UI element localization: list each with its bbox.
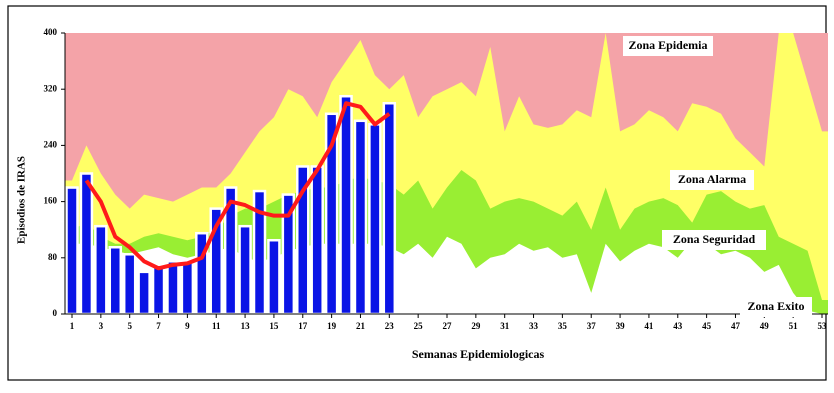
- x-tick-label: 5: [127, 321, 132, 331]
- annotation-box: [670, 170, 754, 190]
- x-tick-label: 29: [471, 321, 481, 331]
- bar: [238, 224, 252, 316]
- zone-label: Zona Alarma: [678, 172, 746, 186]
- bar: [94, 224, 108, 316]
- annotation-box: [740, 297, 812, 317]
- x-tick-label: 43: [673, 321, 683, 331]
- bar: [339, 94, 353, 316]
- x-tick-label: 27: [443, 321, 453, 331]
- x-axis-label: Semanas Epidemiologicas: [412, 347, 545, 361]
- bar: [65, 186, 79, 316]
- x-tick-label: 7: [156, 321, 161, 331]
- x-tick-label: 25: [414, 321, 424, 331]
- y-tick-label: 320: [44, 83, 58, 93]
- x-tick-label: 13: [241, 321, 251, 331]
- x-tick-label: 33: [529, 321, 539, 331]
- bar: [353, 119, 368, 316]
- bar: [382, 102, 397, 316]
- y-tick-label: 400: [44, 27, 58, 37]
- y-tick-label: 240: [44, 139, 58, 149]
- bar: [108, 246, 123, 316]
- x-tick-label: 39: [616, 321, 626, 331]
- annotation-box: [623, 36, 713, 56]
- x-tick-label: 1: [70, 321, 75, 331]
- x-tick-label: 9: [185, 321, 190, 331]
- x-tick-label: 51: [789, 321, 799, 331]
- x-tick-label: 3: [99, 321, 104, 331]
- y-tick-label: 160: [44, 196, 58, 206]
- zone-label: Zona Exito: [747, 299, 804, 313]
- bar: [79, 172, 94, 316]
- moving-average-line: [84, 101, 391, 271]
- x-tick-label: 31: [500, 321, 510, 331]
- bar: [310, 165, 324, 316]
- x-tick-label: 15: [269, 321, 279, 331]
- zone-label: Zona Epidemia: [628, 38, 707, 52]
- bar: [180, 260, 195, 316]
- y-tick-label: 0: [53, 308, 58, 318]
- x-tick-label: 17: [298, 321, 308, 331]
- bar: [122, 253, 137, 316]
- bar: [137, 270, 151, 316]
- x-tick-label: 19: [327, 321, 337, 331]
- annotation-box: [662, 230, 766, 250]
- bar: [368, 123, 382, 316]
- zone-label: Zona Seguridad: [673, 232, 756, 246]
- x-tick-label: 41: [644, 321, 654, 331]
- x-tick-label: 11: [212, 321, 221, 331]
- y-tick-label: 80: [48, 252, 58, 262]
- x-tick-label: 53: [818, 321, 828, 331]
- bar: [151, 263, 166, 316]
- x-tick-label: 47: [731, 321, 741, 331]
- x-tick-label: 49: [760, 321, 770, 331]
- x-tick-label: 23: [385, 321, 395, 331]
- x-tick-label: 45: [702, 321, 712, 331]
- x-tick-label: 37: [587, 321, 597, 331]
- x-tick-label: 21: [356, 321, 366, 331]
- x-tick-label: 35: [558, 321, 568, 331]
- y-axis-label: Episodios de IRAS: [16, 156, 28, 244]
- bar: [166, 260, 180, 316]
- bar: [267, 238, 281, 316]
